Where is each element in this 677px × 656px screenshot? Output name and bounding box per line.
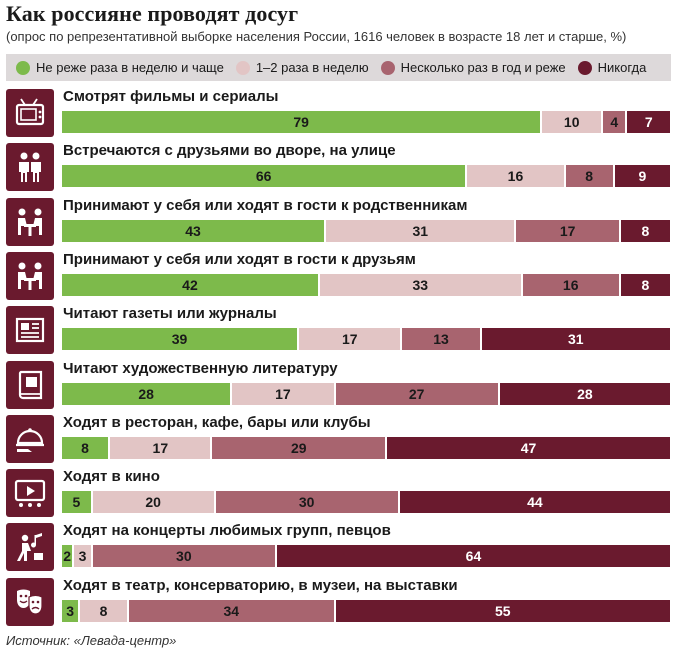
bar-segment: 7 <box>627 111 670 133</box>
bar-segment: 30 <box>215 491 400 514</box>
bar-segment: 13 <box>402 328 482 351</box>
bar-segment: 17 <box>299 328 403 351</box>
row-relatives: Принимают у себя или ходят в гости к род… <box>0 196 677 246</box>
bar-segment: 28 <box>62 382 233 405</box>
legend-item-yearly: Несколько раз в год и реже <box>380 60 566 75</box>
friends-icon <box>6 143 54 192</box>
bar-segment: 8 <box>620 273 670 296</box>
bar-segment: 8 <box>62 436 111 459</box>
restaurant-cloche-icon <box>6 414 54 463</box>
stacked-bar: 79 10 4 7 <box>62 111 670 133</box>
bar-segment: 17 <box>516 219 621 242</box>
legend-label: Никогда <box>597 60 647 75</box>
bar-segment: 33 <box>319 273 523 296</box>
stacked-bar: 5 20 30 44 <box>62 491 670 514</box>
bar-segment: 8 <box>565 165 615 188</box>
legend-item-weekly-plus: Не реже раза в неделю и чаще <box>16 60 224 75</box>
bar-segment: 8 <box>80 599 129 622</box>
stacked-bar: 8 17 29 47 <box>62 436 670 459</box>
legend-label: Не реже раза в неделю и чаще <box>36 60 224 75</box>
legend-swatch <box>16 60 30 75</box>
row-concerts: Ходят на концерты любимых групп, певцов 2… <box>0 521 677 572</box>
bar-segment: 2 <box>62 545 75 568</box>
bar-segment: 27 <box>335 382 500 405</box>
chart-title: Как россияне проводят досуг <box>6 1 299 26</box>
bar-segment: 31 <box>326 219 517 242</box>
legend-swatch <box>235 60 250 75</box>
stacked-bar: 43 31 17 8 <box>62 219 670 242</box>
bar-segment: 3 <box>62 599 81 622</box>
concert-icon <box>6 523 54 572</box>
row-theatre: Ходят в театр, консерваторию, в музеи, н… <box>0 576 677 626</box>
bar-segment: 30 <box>92 545 277 568</box>
category-label: Принимают у себя или ходят в гости к род… <box>63 196 468 214</box>
bar-segment: 9 <box>614 165 670 188</box>
bar-segment: 44 <box>399 491 670 514</box>
category-label: Ходят в театр, консерваторию, в музеи, н… <box>63 576 458 594</box>
legend-item-weekly: 1–2 раза в неделю <box>235 60 369 75</box>
category-label: Читают художественную литературу <box>63 359 338 377</box>
row-friends-street: Встречаются с друзьями во дворе, на улиц… <box>0 141 677 192</box>
bar-segment: 66 <box>62 165 468 188</box>
row-fiction: Читают художественную литературу 28 17 27 28 <box>0 359 677 409</box>
row-films: Смотрят фильмы и сериалы 79 10 4 7 <box>0 87 677 137</box>
row-cinema: Ходят в кино 5 20 30 44 <box>0 467 677 518</box>
category-label: Встречаются с друзьями во дворе, на улиц… <box>63 142 396 160</box>
category-label: Читают газеты или журналы <box>63 305 277 323</box>
row-friends-guests: Принимают у себя или ходят в гости к дру… <box>0 250 677 300</box>
guests-relatives-icon <box>6 197 54 246</box>
bar-segment: 20 <box>92 491 216 514</box>
bar-segment: 29 <box>212 436 388 459</box>
stacked-bar: 42 33 16 8 <box>62 273 670 296</box>
category-label: Ходят на концерты любимых групп, певцов <box>63 522 391 540</box>
theatre-masks-icon <box>6 577 54 626</box>
bar-segment: 42 <box>62 273 320 296</box>
bar-segment: 16 <box>522 273 621 296</box>
chart-subtitle: (опрос по репрезентативной выборке насел… <box>6 29 627 44</box>
bar-segment: 17 <box>110 436 213 459</box>
legend-swatch <box>577 60 592 75</box>
source-note: Источник: «Левада-центр» <box>6 633 177 648</box>
legend: Не реже раза в неделю и чаще 1–2 раза в … <box>6 54 671 81</box>
bar-segment: 79 <box>62 111 543 133</box>
bar-segment: 55 <box>335 599 670 622</box>
book-icon <box>6 360 54 409</box>
bar-segment: 17 <box>232 382 336 405</box>
stacked-bar: 3 8 34 55 <box>62 599 670 622</box>
stacked-bar: 28 17 27 28 <box>62 382 670 405</box>
legend-label: Несколько раз в год и реже <box>400 60 566 75</box>
legend-label: 1–2 раза в неделю <box>255 60 369 75</box>
stacked-bar: 39 17 13 31 <box>62 328 670 351</box>
bar-segment: 34 <box>128 599 336 622</box>
bar-segment: 4 <box>603 111 628 133</box>
category-label: Ходят в ресторан, кафе, бары или клубы <box>63 413 371 431</box>
tv-icon <box>6 89 54 137</box>
category-label: Смотрят фильмы и сериалы <box>63 88 279 105</box>
bar-segment: 28 <box>499 382 670 405</box>
bar-segment: 10 <box>542 111 604 133</box>
bar-segment: 5 <box>62 491 93 514</box>
guests-friends-icon <box>6 251 54 300</box>
cinema-screen-icon <box>6 469 54 518</box>
row-restaurants: Ходят в ресторан, кафе, бары или клубы 8 1… <box>0 413 677 463</box>
bar-segment: 47 <box>387 436 670 459</box>
row-newspapers: Читают газеты или журналы 39 17 13 31 <box>0 304 677 355</box>
bar-segment: 3 <box>74 545 93 568</box>
stacked-bar: 2 3 30 64 <box>62 545 670 568</box>
newspaper-icon <box>6 306 54 355</box>
legend-item-never: Никогда <box>577 60 647 75</box>
bar-segment: 31 <box>481 328 670 351</box>
bar-segment: 8 <box>620 219 670 242</box>
bar-segment: 64 <box>276 545 670 568</box>
stacked-bar: 66 16 8 9 <box>62 165 670 188</box>
bar-segment: 43 <box>62 219 327 242</box>
category-label: Ходят в кино <box>63 468 160 486</box>
bar-segment: 16 <box>467 165 566 188</box>
bar-segment: 39 <box>62 328 300 351</box>
legend-swatch <box>380 60 395 75</box>
category-label: Принимают у себя или ходят в гости к дру… <box>63 250 416 268</box>
